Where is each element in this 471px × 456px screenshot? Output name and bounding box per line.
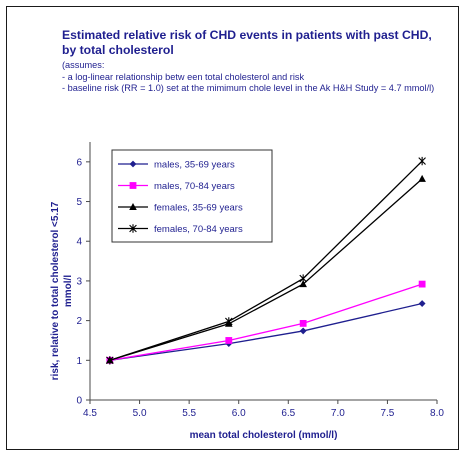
y-tick-label: 6 [76,157,82,168]
legend-label: males, 70-84 years [154,181,235,192]
chart-title: Estimated relative risk of CHD events in… [62,28,432,57]
legend: males, 35-69 years males, 70-84 years fema… [111,149,273,243]
y-tick-label: 0 [76,396,82,407]
subtitle-line: - baseline risk (RR = 1.0) set at the mi… [62,83,435,93]
series-layer [106,156,426,365]
legend-label: males, 35-69 years [154,160,235,171]
subtitle-line: (assumes: [62,60,105,70]
subtitle-line: - a log-linear relationship betw een tot… [62,71,305,82]
x-axis-title: mean total cholesterol (mmol/l) [190,430,338,441]
legend-label: females, 70-84 years [154,224,243,235]
x-tick-label: 5.0 [133,408,147,419]
x-tick-label: 7.0 [331,408,345,419]
y-tick-label: 4 [76,237,82,248]
x-tick-label: 5.5 [182,408,196,419]
axes: 4.5 5.0 5.5 6.0 6.5 7.0 7.5 8.0 0 1 2 3 4 5 6 [76,142,444,419]
y-axis-title-line: risk, relative to total cholesterol <5.1… [50,201,61,380]
data-point [129,203,137,210]
data-point [299,274,307,283]
data-point [225,317,233,326]
data-point [299,280,307,288]
legend-item: males, 70-84 years [118,181,235,192]
data-point [106,356,114,365]
data-point [129,160,137,168]
y-tick-label: 2 [76,316,82,327]
data-point [299,319,307,327]
y-tick-label: 3 [76,276,82,287]
series-line [109,302,423,361]
legend-item: males, 35-69 years [118,160,235,171]
x-tick-label: 6.5 [281,408,295,419]
series-group [106,280,426,364]
legend-label: females, 35-69 years [154,203,243,214]
y-axis-title: risk, relative to total cholesterol <5.1… [50,201,74,380]
data-point [418,300,426,307]
y-tick-label: 5 [76,197,82,208]
legend-box [111,149,273,243]
data-point [299,327,307,335]
y-axis-title-line: mmol/l [63,275,74,307]
data-point [129,182,137,189]
series-group [106,156,426,365]
series-line [109,283,423,361]
title-block: Estimated relative risk of CHD events in… [62,28,442,95]
data-point [129,224,137,233]
y-tick-label: 1 [76,356,82,367]
series-line [109,160,423,361]
legend-item: females, 35-69 years [118,203,243,214]
data-point [418,174,426,182]
data-point [418,156,426,166]
data-point [225,337,233,344]
chart-subtitle: (assumes: - a log-linear relationship be… [62,60,442,95]
x-tick-label: 8.0 [430,408,444,419]
legend-item: females, 70-84 years [118,224,243,235]
x-tick-label: 4.5 [83,408,97,419]
x-tick-label: 6.0 [232,408,246,419]
data-point [418,280,426,288]
x-tick-label: 7.5 [380,408,394,419]
series-line [109,178,423,361]
